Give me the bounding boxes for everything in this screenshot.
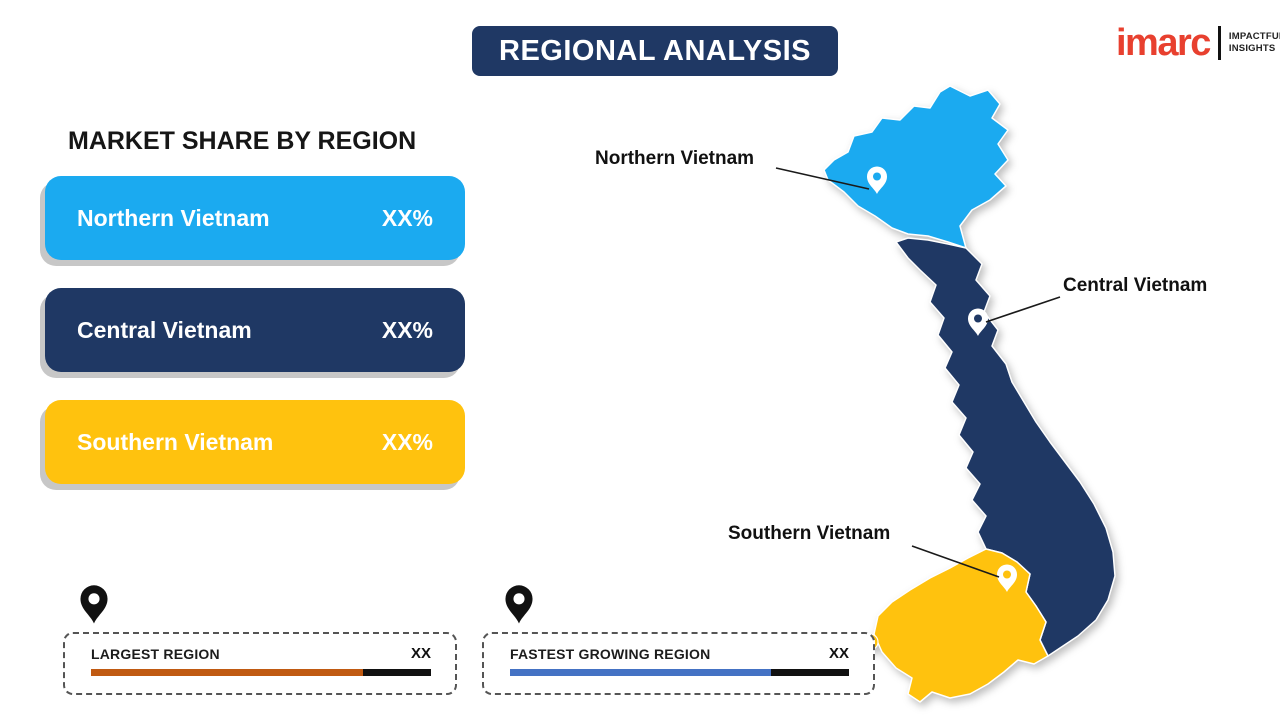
fastest-growing-region-callout: FASTEST GROWING REGION XX: [482, 632, 875, 695]
bar-northern-vietnam: Northern Vietnam XX%: [45, 176, 465, 260]
bar-label: Central Vietnam: [77, 316, 252, 343]
map-label-central-vietnam: Central Vietnam: [1063, 275, 1208, 296]
largest-region-pin-icon: [80, 585, 108, 624]
bar-central-vietnam: Central Vietnam XX%: [45, 288, 465, 372]
region-bars: Northern Vietnam XX% Central Vietnam XX%…: [45, 176, 465, 512]
largest-region-bar-end: [363, 669, 431, 676]
largest-region-label: LARGEST REGION: [91, 645, 220, 662]
fastest-growing-region-bar-end: [771, 669, 849, 676]
bar-value: XX%: [381, 316, 433, 343]
largest-region-bar-main: [91, 669, 363, 676]
market-share-heading: MARKET SHARE BY REGION: [68, 127, 417, 155]
logo-tagline: IMPACTFUL INSIGHTS: [1229, 31, 1280, 55]
bar-label: Southern Vietnam: [77, 428, 274, 455]
map-pin-north-icon: [867, 166, 887, 194]
map-region-north: [823, 85, 1009, 249]
page-title-text: REGIONAL ANALYSIS: [499, 34, 811, 67]
logo-brand-text: imarc: [1116, 22, 1211, 64]
map-pin-central-icon: [968, 308, 988, 336]
logo-divider: [1217, 26, 1221, 60]
largest-region-bar: [91, 669, 431, 676]
fastest-growing-region-label: FASTEST GROWING REGION: [510, 645, 711, 662]
bar-value: XX%: [381, 428, 433, 455]
largest-region-value: XX: [410, 645, 431, 662]
imarc-logo: imarc IMPACTFUL INSIGHTS: [1116, 24, 1280, 62]
page-title: REGIONAL ANALYSIS: [472, 26, 838, 76]
largest-region-row: LARGEST REGION XX: [91, 645, 431, 662]
map-label-southern-vietnam: Southern Vietnam: [728, 523, 891, 544]
fastest-growing-region-row: FASTEST GROWING REGION XX: [510, 645, 849, 662]
map-region-south: [873, 548, 1049, 703]
bar-southern-vietnam: Southern Vietnam XX%: [45, 400, 465, 484]
map-pin-south-icon: [997, 564, 1017, 592]
logo-tagline-line1: IMPACTFUL: [1228, 31, 1280, 43]
map-label-northern-vietnam: Northern Vietnam: [595, 148, 755, 169]
logo-tagline-line2: INSIGHTS: [1228, 43, 1276, 54]
bar-label: Northern Vietnam: [77, 204, 270, 231]
fastest-growing-region-pin-icon: [505, 585, 533, 624]
fastest-growing-region-bar-main: [510, 669, 772, 676]
fastest-growing-region-bar: [510, 669, 849, 676]
vietnam-map: [823, 85, 1116, 703]
largest-region-callout: LARGEST REGION XX: [63, 632, 457, 695]
fastest-growing-region-value: XX: [828, 645, 849, 662]
bar-value: XX%: [381, 204, 433, 231]
